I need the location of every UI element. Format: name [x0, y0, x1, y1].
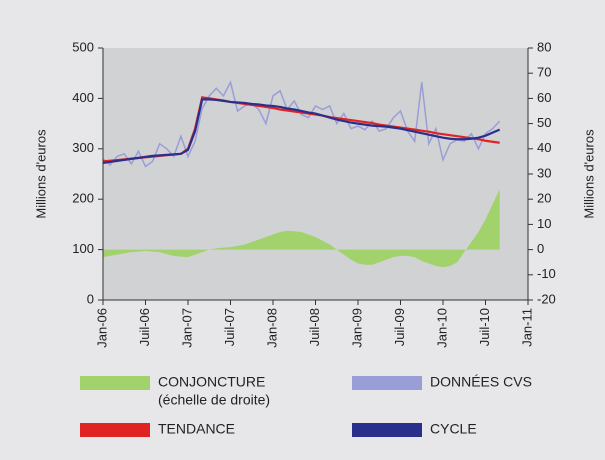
y2-tick-label: 50: [537, 115, 551, 130]
legend-sublabel: (échelle de droite): [158, 392, 270, 408]
y2-tick-label: 30: [537, 165, 551, 180]
y2-tick-label: -10: [537, 266, 556, 281]
legend-swatch: [80, 423, 150, 437]
y-tick-label: 200: [72, 191, 94, 206]
y-tick-label: 100: [72, 241, 94, 256]
x-tick-label: Jan-06: [94, 308, 109, 348]
x-tick-label: Juil-07: [222, 308, 237, 346]
y-tick-label: 0: [87, 291, 94, 306]
legend-swatch: [352, 376, 422, 390]
y2-axis-title: Millions d'euros: [581, 129, 596, 219]
y2-tick-label: 0: [537, 241, 544, 256]
plot: [102, 80, 501, 268]
x-tick-label: Jan-09: [349, 308, 364, 348]
y2-tick-label: 10: [537, 216, 551, 231]
y2-tick-label: 20: [537, 191, 551, 206]
legend-label: CYCLE: [430, 421, 477, 437]
x-tick-label: Jan-08: [264, 308, 279, 348]
y2-tick-label: 70: [537, 65, 551, 80]
x-tick-label: Jan-07: [179, 308, 194, 348]
y-tick-label: 300: [72, 140, 94, 155]
y-tick-label: 500: [72, 39, 94, 54]
x-tick-label: Juil-10: [477, 308, 492, 346]
y2-tick-label: -20: [537, 291, 556, 306]
y2-tick-label: 60: [537, 90, 551, 105]
legend-label: CONJONCTURE: [158, 374, 265, 390]
line: [102, 98, 501, 165]
x-tick-label: Juil-08: [307, 308, 322, 346]
y2-tick-label: 40: [537, 140, 551, 155]
x-tick-label: Jan-10: [434, 308, 449, 348]
plot-area: [103, 48, 528, 300]
x-tick-label: Juil-06: [137, 308, 152, 346]
legend-swatch: [80, 376, 150, 390]
x-tick-label: Juil-09: [392, 308, 407, 346]
y-axis-title: Millions d'euros: [33, 129, 48, 219]
legend-swatch: [352, 423, 422, 437]
y-tick-label: 400: [72, 90, 94, 105]
legend-label: DONNÉES CVS: [430, 374, 532, 390]
y2-tick-label: 80: [537, 39, 551, 54]
x-tick-label: Jan-11: [519, 308, 534, 347]
legend-label: TENDANCE: [158, 421, 235, 437]
